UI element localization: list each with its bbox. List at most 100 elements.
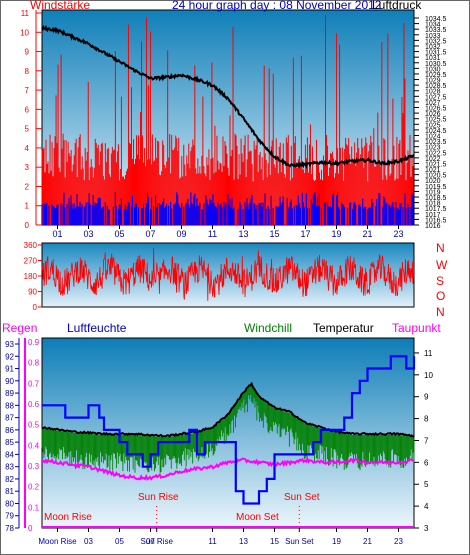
pressure-tick-label: 1019 xyxy=(425,189,441,196)
wind-strength-label: Windstärke xyxy=(30,0,90,12)
pressure-tick-label: 1021.5 xyxy=(425,161,447,168)
bottom-hour-tick-label: 23 xyxy=(394,537,403,546)
pressure-tick-label: 1016 xyxy=(425,223,441,230)
rain-tick-label: 0 xyxy=(28,524,33,533)
temperature-tick-label: 7 xyxy=(424,436,429,445)
pressure-tick-label: 1019.5 xyxy=(425,184,447,191)
hour-tick-label: 23 xyxy=(393,229,403,239)
rain-tick-label: 0.5 xyxy=(28,421,40,430)
pressure-tick-label: 1032 xyxy=(425,44,441,51)
wind-tick-label: 5 xyxy=(25,125,30,134)
humidity-tick-label: 81 xyxy=(5,487,14,496)
pressure-tick-label: 1024 xyxy=(425,133,441,140)
pressure-tick-label: 1028.5 xyxy=(425,83,447,90)
hour-tick-label: 03 xyxy=(83,229,93,239)
wind-direction-line xyxy=(41,247,415,301)
rain-tick-label: 0.1 xyxy=(28,503,40,512)
wind-tick-label: 6 xyxy=(25,105,30,114)
bottom-hour-tick-label: 07 xyxy=(146,537,155,546)
direction-tick-label: 180 xyxy=(24,272,38,281)
legend-humidity: Luftfeuchte xyxy=(67,321,127,335)
wind-tick-label: 9 xyxy=(25,48,30,57)
rain-tick-label: 0.3 xyxy=(28,462,40,471)
pressure-tick-label: 1017 xyxy=(425,212,441,219)
humidity-line xyxy=(41,355,416,505)
humidity-tick-label: 84 xyxy=(5,450,14,459)
wind-tick-label: 1 xyxy=(25,202,30,211)
pressure-tick-label: 1033.5 xyxy=(425,27,447,34)
hour-tick-label: 13 xyxy=(238,229,248,239)
pressure-tick-label: 1030.5 xyxy=(425,61,447,68)
humidity-tick-label: 92 xyxy=(5,352,14,361)
direction-tick-label: 0 xyxy=(33,303,38,312)
pressure-tick-label: 1027.5 xyxy=(425,94,447,101)
pressure-tick-label: 1023 xyxy=(425,145,441,152)
pressure-tick-label: 1016.5 xyxy=(425,217,447,224)
pressure-tick-label: 1017.5 xyxy=(425,206,447,213)
sun-rise-annotation: Sun Rise xyxy=(138,492,179,503)
moon-rise-annotation: Moon Rise xyxy=(44,512,92,523)
bottom-hour-tick-label: 15 xyxy=(270,537,279,546)
hour-tick-label: 19 xyxy=(331,229,341,239)
pressure-tick-label: 1030 xyxy=(425,66,441,73)
humidity-tick-label: 85 xyxy=(5,438,14,447)
temperature-tick-label: 5 xyxy=(424,480,429,489)
compass-w: W xyxy=(436,258,448,272)
wind-tick-label: 7 xyxy=(25,86,30,95)
compass-n-bottom: N xyxy=(436,305,445,319)
chart-title: 24 hour graph day : 08 November 2012 xyxy=(172,0,382,12)
humidity-tick-label: 80 xyxy=(5,499,14,508)
pressure-tick-label: 1021 xyxy=(425,167,441,174)
hour-tick-label: 07 xyxy=(145,229,155,239)
temperature-tick-label: 4 xyxy=(424,502,429,511)
pressure-tick-label: 1018 xyxy=(425,201,441,208)
rain-tick-label: 0.4 xyxy=(28,441,40,450)
pressure-tick-label: 1027 xyxy=(425,100,441,107)
humidity-tick-label: 90 xyxy=(5,377,14,386)
wind-tick-label: 8 xyxy=(25,67,30,76)
temperature-tick-label: 3 xyxy=(424,524,429,533)
bottom-hour-tick-label: 05 xyxy=(115,537,124,546)
dewpoint-line xyxy=(41,456,415,481)
sun-set-annotation: Sun Set xyxy=(284,492,320,503)
temperature-tick-label: 9 xyxy=(424,393,429,402)
pressure-tick-label: 1028 xyxy=(425,89,441,96)
pressure-tick-label: 1033 xyxy=(425,33,441,40)
humidity-tick-label: 78 xyxy=(5,524,14,533)
legend-temperature: Temperatur xyxy=(313,321,374,335)
compass-s: S xyxy=(436,274,444,288)
wind-tick-label: 3 xyxy=(25,163,30,172)
humidity-tick-label: 83 xyxy=(5,463,14,472)
hour-tick-label: 11 xyxy=(208,229,217,239)
humidity-tick-label: 86 xyxy=(5,426,14,435)
pressure-tick-label: 1022.5 xyxy=(425,150,447,157)
bottom-hour-tick-label: 03 xyxy=(84,537,93,546)
pressure-tick-label: 1031 xyxy=(425,55,441,62)
pressure-tick-label: 1029.5 xyxy=(425,72,447,79)
humidity-tick-label: 82 xyxy=(5,475,14,484)
pressure-tick-label: 1029 xyxy=(425,78,441,85)
pressure-label: Luftdruck xyxy=(372,0,422,12)
direction-tick-label: 360 xyxy=(24,241,38,250)
direction-tick-label: 90 xyxy=(28,288,37,297)
bottom-hour-tick-label: 21 xyxy=(363,537,372,546)
hour-tick-label: 15 xyxy=(269,229,279,239)
wind-tick-label: 0 xyxy=(25,221,30,230)
moon-set-annotation: Moon Set xyxy=(236,512,279,523)
pressure-tick-label: 1034 xyxy=(425,22,441,29)
pressure-tick-label: 1018.5 xyxy=(425,195,447,202)
humidity-tick-label: 93 xyxy=(5,340,14,349)
bottom-hour-tick-label: Sun Rise xyxy=(140,537,173,546)
pressure-tick-label: 1032.5 xyxy=(425,38,447,45)
top-chart-layer: 0123456789101110161016.510171017.5101810… xyxy=(20,9,446,239)
rain-tick-label: 0.9 xyxy=(28,338,40,347)
humidity-tick-label: 89 xyxy=(5,389,14,398)
bottom-hour-tick-label: 11 xyxy=(208,537,217,546)
wind-tick-label: 4 xyxy=(25,144,30,153)
pressure-tick-label: 1026 xyxy=(425,111,441,118)
compass-o: O xyxy=(436,289,445,303)
bottom-chart-layer: 7879808182838485868788899091929300.10.20… xyxy=(5,338,433,546)
pressure-tick-label: 1020 xyxy=(425,178,441,185)
pressure-tick-label: 1031.5 xyxy=(425,50,447,57)
